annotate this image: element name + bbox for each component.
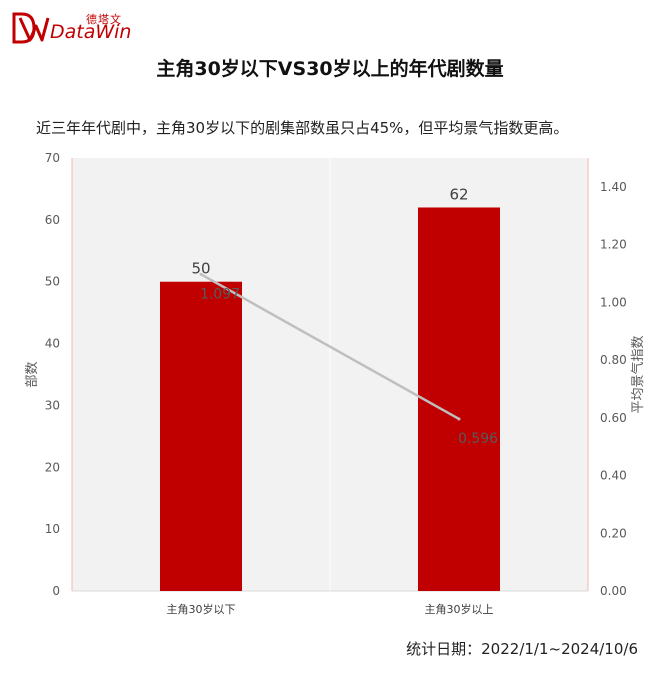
y2-tick-label: 1.20 bbox=[600, 238, 627, 252]
line-series-index bbox=[200, 273, 460, 421]
y2-tick-label: 0.20 bbox=[600, 526, 627, 540]
bar-value-label: 62 bbox=[449, 185, 468, 203]
brand-logo bbox=[10, 8, 140, 48]
stat-date-footer: 统计日期：2022/1/1~2024/10/6 bbox=[406, 640, 638, 658]
y-tick-label: 10 bbox=[45, 522, 60, 536]
y2-tick-label: 1.00 bbox=[600, 295, 627, 309]
datawin-logo-icon bbox=[12, 12, 50, 44]
y-axis-title: 部数 bbox=[25, 361, 40, 387]
line-value-label: 1.097 bbox=[200, 286, 240, 302]
y-tick-label: 50 bbox=[45, 275, 60, 289]
line-value-label: 0.596 bbox=[458, 431, 498, 447]
y-tick-label: 0 bbox=[52, 584, 60, 598]
line-point bbox=[457, 417, 461, 421]
y-tick-label: 40 bbox=[45, 337, 60, 351]
line-point bbox=[199, 272, 203, 276]
y2-tick-label: 0.00 bbox=[600, 584, 627, 598]
y-tick-label: 20 bbox=[45, 460, 60, 474]
brand-name-cn: 德塔文 bbox=[86, 13, 122, 26]
x-tick-label: 主角30岁以下 bbox=[167, 602, 236, 616]
bar bbox=[160, 281, 242, 591]
brand-name-en: DataWin bbox=[50, 21, 132, 43]
y2-axis-title: 平均景气指数 bbox=[630, 335, 646, 413]
chart-subtitle: 近三年年代剧中，主角30岁以下的剧集部数虽只占45%，但平均景气指数更高。 bbox=[36, 119, 569, 137]
y-tick-label: 60 bbox=[45, 213, 60, 227]
y2-tick-label: 0.40 bbox=[600, 469, 627, 483]
y2-tick-label: 1.40 bbox=[600, 180, 627, 194]
bar-value-label: 50 bbox=[191, 260, 210, 278]
chart-title: 主角30岁以下VS30岁以上的年代剧数量 bbox=[156, 58, 504, 80]
y2-tick-label: 0.60 bbox=[600, 411, 627, 425]
x-tick-label: 主角30岁以上 bbox=[425, 602, 494, 616]
y-tick-label: 70 bbox=[45, 151, 60, 165]
bar bbox=[418, 207, 500, 591]
y2-tick-label: 0.80 bbox=[600, 353, 627, 367]
y-tick-label: 30 bbox=[45, 398, 60, 412]
